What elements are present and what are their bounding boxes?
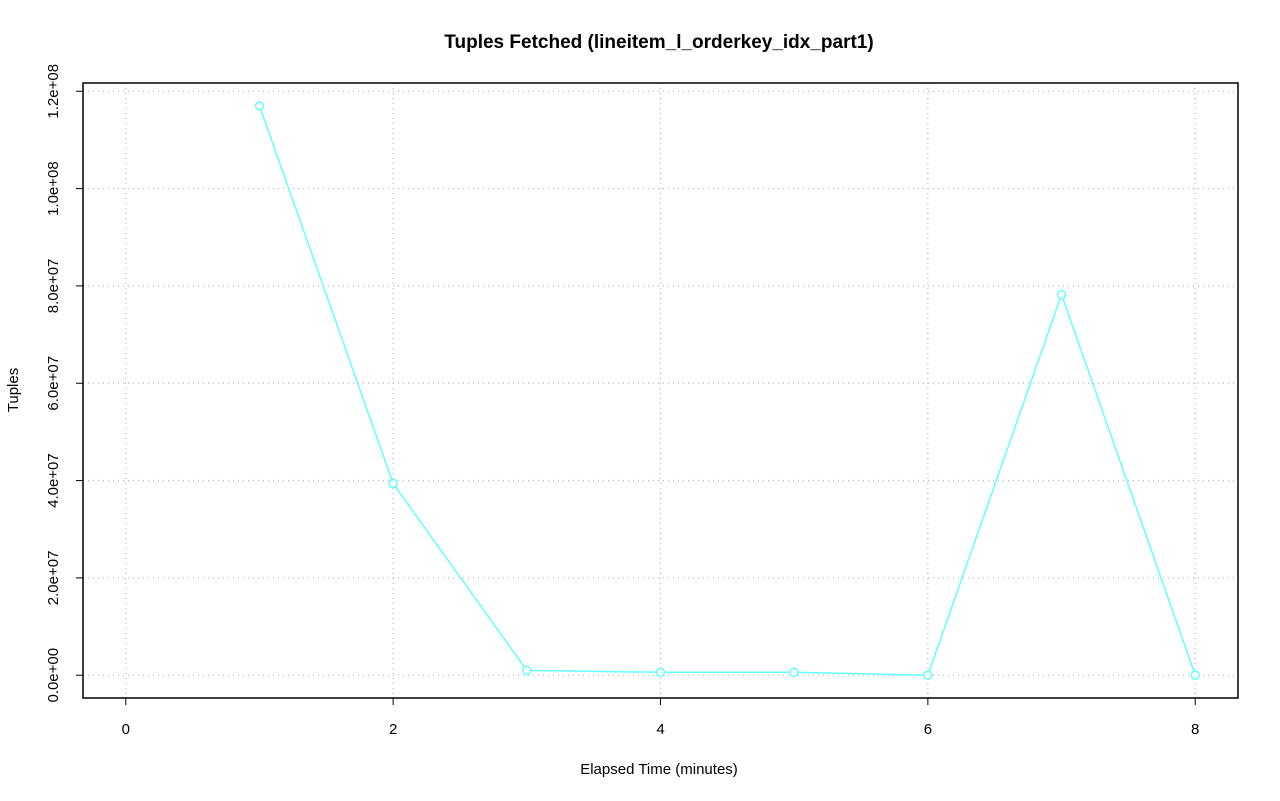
plot-frame [82, 82, 1239, 699]
y-tick-label: 8.0e+07 [45, 259, 62, 314]
y-tick-label: 1.0e+08 [45, 161, 62, 216]
x-tick-label: 6 [924, 721, 932, 738]
x-tick-label: 8 [1191, 721, 1199, 738]
x-axis-label: Elapsed Time (minutes) [580, 761, 738, 778]
data-point [254, 101, 265, 111]
y-tick-label: 2.0e+07 [45, 551, 62, 606]
data-point [923, 670, 933, 680]
data-point [388, 478, 398, 489]
y-tick-label: 0.0e+00 [45, 648, 62, 703]
x-tick-label: 4 [656, 721, 664, 738]
y-tick-label: 6.0e+07 [45, 356, 62, 411]
data-point [1056, 289, 1067, 300]
y-axis-label: Tuples [5, 368, 22, 412]
data-point [522, 665, 532, 676]
y-tick-label: 4.0e+07 [45, 453, 62, 508]
data-line [258, 105, 1196, 676]
data-point [789, 667, 799, 678]
chart-title: Tuples Fetched (lineitem_l_orderkey_idx_… [444, 32, 873, 53]
x-tick-label: 2 [389, 721, 397, 738]
y-tick-label: 1.2e+08 [45, 64, 62, 119]
x-tick-label: 0 [122, 721, 130, 738]
data-point [1190, 670, 1200, 680]
data-point [655, 667, 666, 678]
